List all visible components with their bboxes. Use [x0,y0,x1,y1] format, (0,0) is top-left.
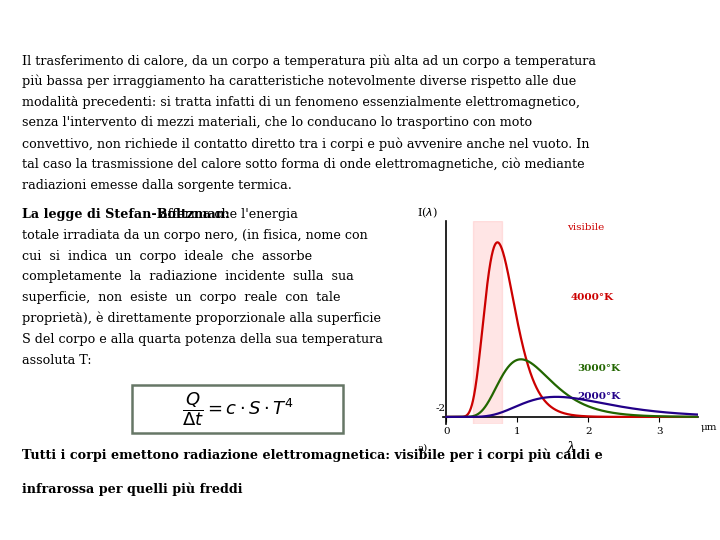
Text: afferma che l'energia: afferma che l'energia [156,208,298,221]
Text: S del corpo e alla quarta potenza della sua temperatura: S del corpo e alla quarta potenza della … [22,333,382,346]
Text: visibile: visibile [567,222,605,232]
Text: Il trasferimento di calore, da un corpo a temperatura più alta ad un corpo a tem: Il trasferimento di calore, da un corpo … [22,54,595,68]
Text: I($\lambda$): I($\lambda$) [417,205,438,220]
Bar [473,221,502,424]
Text: Irraggiamento: Irraggiamento [9,14,223,39]
Text: tal caso la trasmissione del calore sotto forma di onde elettromagnetiche, ciò m: tal caso la trasmissione del calore sott… [22,158,584,172]
Text: La legge di Stefan-Boltzman:: La legge di Stefan-Boltzman: [22,208,229,221]
Text: Tutti i corpi emettono radiazione elettromagnetica: visibile per i corpi più cal: Tutti i corpi emettono radiazione elettr… [22,448,603,462]
Text: senza l'intervento di mezzi materiali, che lo conducano lo trasportino con moto: senza l'intervento di mezzi materiali, c… [22,117,532,130]
Text: infrarossa per quelli più freddi: infrarossa per quelli più freddi [22,482,242,496]
Text: μm: μm [701,423,717,432]
Text: totale irradiata da un corpo nero, (in fisica, nome con: totale irradiata da un corpo nero, (in f… [22,229,367,242]
Text: 4000°K: 4000°K [571,293,613,302]
Text: modalità precedenti: si tratta infatti di un fenomeno essenzialmente elettromagn: modalità precedenti: si tratta infatti d… [22,96,580,109]
Text: cui  si  indica  un  corpo  ideale  che  assorbe: cui si indica un corpo ideale che assorb… [22,249,312,262]
Bar [473,221,502,424]
Text: radiazioni emesse dalla sorgente termica.: radiazioni emesse dalla sorgente termica… [22,179,292,192]
Text: 3000°K: 3000°K [577,363,621,373]
Text: -2: -2 [436,404,446,413]
Text: $\dfrac{Q}{\Delta t} = c \cdot S \cdot T^4$: $\dfrac{Q}{\Delta t} = c \cdot S \cdot T… [181,390,294,428]
Text: 2000°K: 2000°K [577,393,621,401]
Text: convettivo, non richiede il contatto diretto tra i corpi e può avvenire anche ne: convettivo, non richiede il contatto dir… [22,137,589,151]
Text: λ: λ [566,441,575,455]
FancyBboxPatch shape [132,385,343,433]
Text: proprietà), è direttamente proporzionale alla superficie: proprietà), è direttamente proporzionale… [22,312,381,326]
Text: a): a) [418,443,428,452]
Text: superficie,  non  esiste  un  corpo  reale  con  tale: superficie, non esiste un corpo reale co… [22,291,340,304]
Text: più bassa per irraggiamento ha caratteristiche notevolmente diverse rispetto all: più bassa per irraggiamento ha caratteri… [22,75,576,88]
Text: completamente  la  radiazione  incidente  sulla  sua: completamente la radiazione incidente su… [22,271,354,284]
Text: assoluta T:: assoluta T: [22,354,91,367]
